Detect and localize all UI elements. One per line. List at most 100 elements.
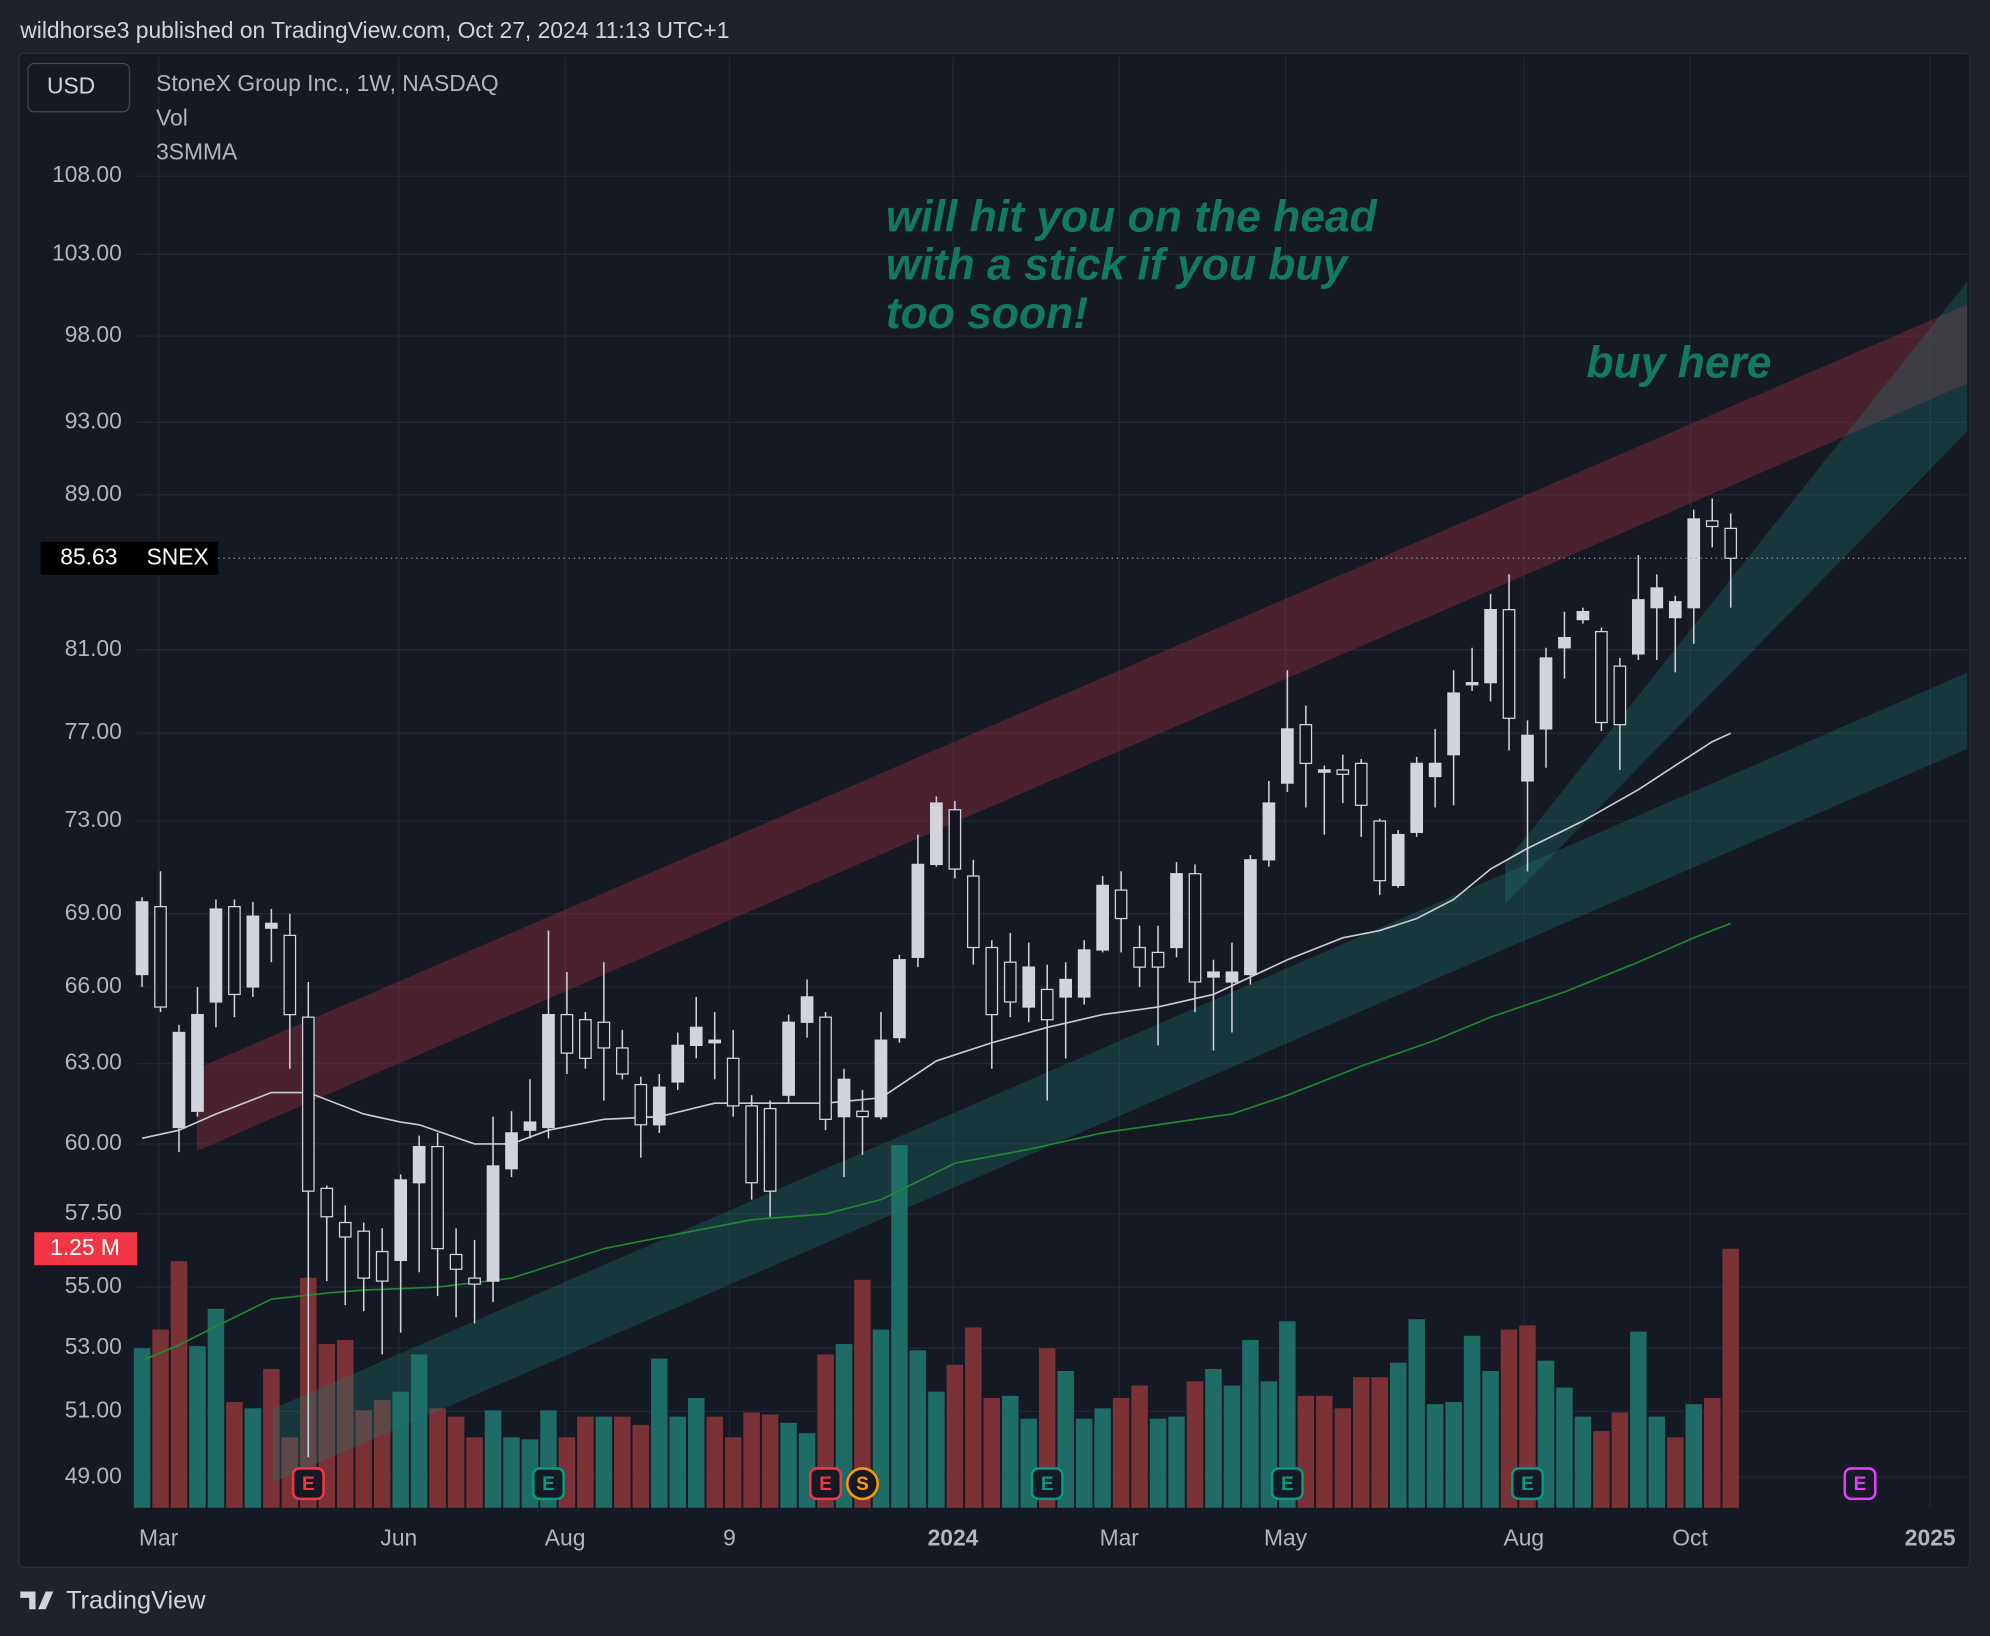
volume-bar bbox=[1353, 1377, 1370, 1508]
y-tick-label: 66.00 bbox=[65, 972, 122, 998]
marks: E E E S E E E E 85.63 SNEX 1.25 M bbox=[34, 498, 1968, 1501]
volume-bar bbox=[410, 1354, 428, 1508]
candle-body bbox=[1521, 734, 1534, 782]
y-tick-label: 77.00 bbox=[65, 718, 122, 744]
y-tick-label: 93.00 bbox=[65, 407, 122, 433]
candle-body bbox=[1613, 665, 1627, 726]
candle-body bbox=[1170, 873, 1183, 949]
candle-body bbox=[1354, 762, 1368, 806]
candle-body bbox=[357, 1230, 371, 1279]
event-label: S bbox=[856, 1474, 869, 1495]
y-tick-label: 103.00 bbox=[52, 239, 122, 265]
indicator-label: Vol bbox=[156, 104, 188, 130]
y-tick-label: 49.00 bbox=[65, 1462, 122, 1488]
candle-body bbox=[1391, 833, 1405, 887]
candle-body bbox=[1447, 692, 1460, 756]
candle-body bbox=[800, 996, 814, 1023]
event-label: E bbox=[819, 1474, 832, 1495]
candle-body bbox=[209, 908, 223, 1003]
candle-body bbox=[1188, 873, 1202, 983]
volume-bar bbox=[891, 1145, 908, 1508]
candle-body bbox=[1114, 889, 1128, 920]
candle-body bbox=[579, 1019, 592, 1059]
candle-body bbox=[375, 1250, 389, 1282]
candle-body bbox=[1040, 988, 1054, 1021]
volume-label-box bbox=[34, 1232, 138, 1266]
volume-bar bbox=[503, 1437, 520, 1508]
annotation: will hit you on the head bbox=[886, 192, 1378, 241]
candle-body bbox=[1631, 599, 1645, 655]
volume-bar bbox=[1168, 1416, 1185, 1508]
volume-bar bbox=[1112, 1397, 1130, 1508]
y-tick-label: 108.00 bbox=[52, 161, 122, 187]
event-marker[interactable] bbox=[531, 1467, 565, 1501]
candle-body bbox=[708, 1039, 722, 1044]
chart-title: StoneX Group Inc., 1W, NASDAQ bbox=[156, 70, 499, 96]
moving-average bbox=[141, 922, 1732, 1362]
candle-body bbox=[1225, 971, 1239, 983]
x-tick-label: Jun bbox=[380, 1525, 417, 1551]
volume-bar bbox=[355, 1410, 372, 1508]
event-label: E bbox=[302, 1474, 315, 1495]
candle-body bbox=[1484, 609, 1497, 684]
candle-body bbox=[1428, 762, 1442, 778]
candle-body bbox=[948, 809, 962, 870]
y-tick-label: 89.00 bbox=[65, 480, 122, 506]
volume-bar bbox=[669, 1416, 687, 1508]
y-tick-label: 81.00 bbox=[65, 635, 122, 661]
last-price: 85.63 bbox=[60, 543, 117, 569]
event-marker[interactable] bbox=[1270, 1467, 1304, 1501]
volume-bar bbox=[447, 1416, 465, 1508]
currency-box[interactable] bbox=[27, 62, 131, 113]
support-channel bbox=[272, 672, 1968, 1483]
event-marker[interactable] bbox=[845, 1467, 879, 1501]
y-tick-label: 57.50 bbox=[65, 1199, 122, 1225]
resistance-channel bbox=[196, 304, 1968, 1152]
candle-body bbox=[911, 863, 925, 958]
event-marker[interactable] bbox=[1511, 1467, 1545, 1501]
candle-body bbox=[1096, 884, 1109, 951]
volume-bar bbox=[263, 1368, 280, 1508]
volume-bar bbox=[761, 1414, 779, 1508]
candle-body bbox=[1077, 949, 1091, 998]
event-marker[interactable] bbox=[1843, 1467, 1877, 1501]
volume-bar bbox=[337, 1339, 354, 1508]
y-tick-label: 98.00 bbox=[65, 321, 122, 347]
volume-bar bbox=[1482, 1371, 1499, 1508]
candle-body bbox=[338, 1221, 352, 1238]
volume-bar bbox=[946, 1364, 964, 1508]
x-tick-label: Mar bbox=[1100, 1525, 1140, 1551]
volume-bar bbox=[909, 1350, 927, 1508]
candle-body bbox=[634, 1083, 648, 1126]
volume-bar bbox=[133, 1348, 151, 1508]
candle-body bbox=[1595, 630, 1608, 724]
candle-body bbox=[486, 1165, 500, 1282]
candle-body bbox=[1262, 802, 1276, 861]
volume-label: 1.25 M bbox=[50, 1234, 120, 1260]
volume-bar bbox=[780, 1422, 797, 1508]
volume-bar bbox=[965, 1327, 982, 1508]
volume-bar bbox=[1408, 1319, 1425, 1508]
brand-logo: TradingView bbox=[20, 1586, 206, 1614]
candle-body bbox=[837, 1078, 851, 1118]
price-label-box bbox=[40, 541, 138, 575]
volume-bar bbox=[983, 1397, 1001, 1508]
event-marker[interactable] bbox=[1030, 1467, 1064, 1501]
volume-bar bbox=[1703, 1397, 1721, 1508]
x-tick-label: Mar bbox=[139, 1525, 179, 1551]
currency: USD bbox=[47, 73, 95, 99]
candle-body bbox=[726, 1057, 740, 1107]
x-tick-label: 2025 bbox=[1905, 1525, 1956, 1551]
event-marker[interactable] bbox=[291, 1467, 325, 1501]
x-tick-label: Aug bbox=[1503, 1525, 1544, 1551]
volume-bar bbox=[226, 1402, 243, 1508]
event-label: E bbox=[1854, 1474, 1867, 1495]
event-marker[interactable] bbox=[809, 1467, 843, 1501]
volume-bar bbox=[1519, 1325, 1536, 1508]
candle-body bbox=[966, 875, 980, 949]
volume-bar bbox=[1334, 1408, 1352, 1508]
candle-body bbox=[615, 1047, 629, 1075]
candle-body bbox=[1650, 587, 1664, 609]
candle-body bbox=[597, 1021, 611, 1049]
